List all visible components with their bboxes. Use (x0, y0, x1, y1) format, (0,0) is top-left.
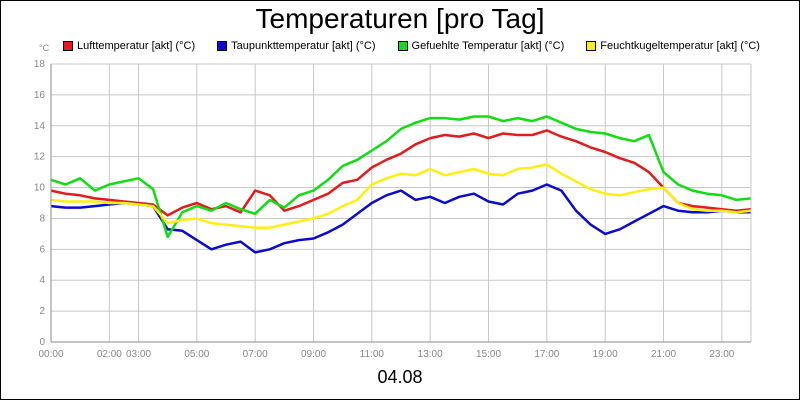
y-tick-label: 10 (34, 183, 46, 194)
series-line-1 (50, 183, 751, 254)
legend-swatch-feuchtkugeltemperatur (586, 41, 597, 51)
y-tick-label: 12 (34, 152, 46, 163)
legend-label-feuchtkugeltemperatur: Feuchtkugeltemperatur [akt] (°C) (600, 40, 760, 52)
chart-legend: Lufttemperatur [akt] (°C) Taupunkttemper… (63, 39, 760, 53)
date-label: 04.08 (377, 367, 423, 387)
y-axis-unit: °C (39, 43, 50, 53)
x-tick-label: 09:00 (301, 349, 326, 360)
series-line-0 (50, 129, 752, 217)
y-tick-label: 6 (39, 244, 45, 255)
x-tick-label: 19:00 (593, 349, 618, 360)
series-line-3 (50, 163, 752, 229)
y-tick-label: 2 (39, 306, 45, 317)
legend-item-lufttemperatur: Lufttemperatur [akt] (°C) (63, 39, 195, 53)
y-tick-label: 8 (39, 213, 45, 224)
x-tick-label: 02:00 (97, 349, 122, 360)
legend-label-lufttemperatur: Lufttemperatur [akt] (°C) (77, 40, 196, 52)
x-tick-label: 11:00 (360, 349, 385, 360)
x-tick-label: 13:00 (418, 349, 443, 360)
legend-item-gefuehlte-temperatur: Gefuehlte Temperatur [akt] (°C) (397, 39, 565, 53)
legend-item-feuchtkugeltemperatur: Feuchtkugeltemperatur [akt] (°C) (586, 39, 760, 53)
x-tick-label: 21:00 (651, 349, 676, 360)
legend-item-taupunkttemperatur: Taupunkttemperatur [akt] (°C) (217, 39, 376, 53)
x-tick-label: 17:00 (534, 349, 559, 360)
legend-swatch-taupunkttemperatur (217, 41, 228, 51)
y-tick-label: 4 (39, 275, 45, 286)
x-tick-label: 15:00 (476, 349, 501, 360)
chart-title: Temperaturen [pro Tag] (255, 3, 545, 34)
legend-label-taupunkttemperatur: Taupunkttemperatur [akt] (°C) (231, 40, 376, 52)
x-tick-label: 00:00 (38, 349, 63, 360)
series-line-2 (50, 115, 752, 239)
legend-label-gefuehlte-temperatur: Gefuehlte Temperatur [akt] (°C) (411, 40, 565, 52)
legend-swatch-lufttemperatur (63, 41, 73, 51)
x-tick-label: 23:00 (709, 349, 734, 360)
y-tick-label: 18 (34, 59, 46, 70)
y-tick-label: 16 (34, 90, 46, 101)
x-tick-label: 03:00 (126, 349, 151, 360)
x-tick-label: 07:00 (243, 349, 268, 360)
y-tick-label: 0 (39, 337, 45, 348)
y-tick-label: 14 (34, 121, 46, 132)
x-tick-label: 05:00 (184, 349, 209, 360)
legend-swatch-gefuehlte-temperatur (397, 41, 408, 51)
